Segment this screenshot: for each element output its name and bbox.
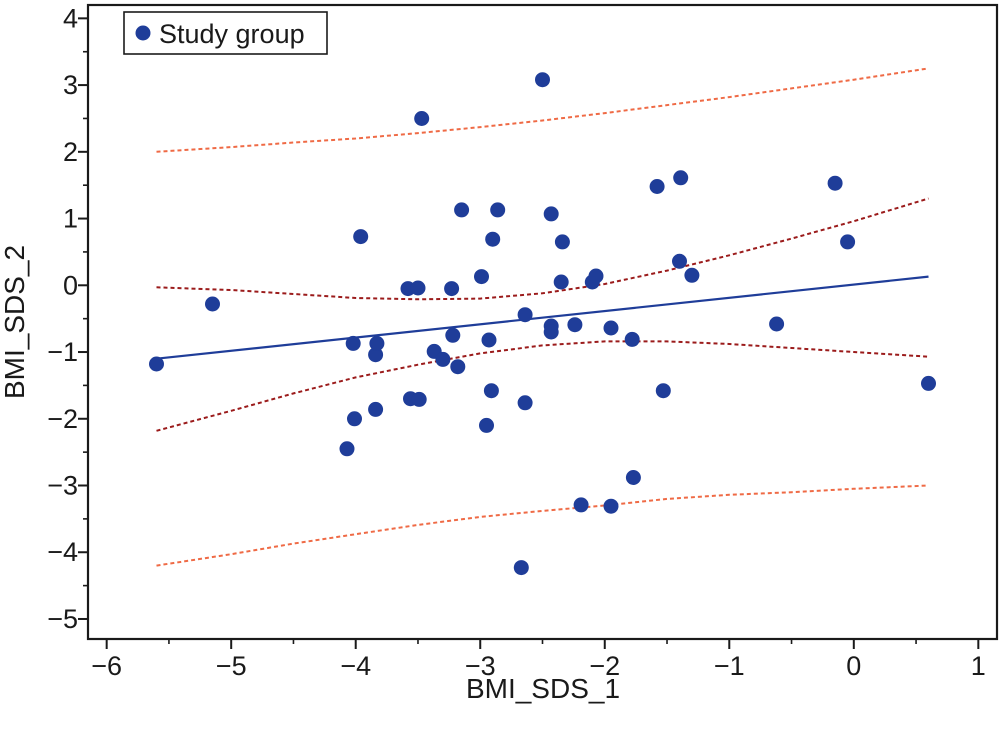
scatter-point xyxy=(588,268,604,284)
x-tick-label: −5 xyxy=(216,651,247,681)
regression-line xyxy=(156,275,929,360)
scatter-point xyxy=(672,253,687,269)
scatter-point xyxy=(435,351,451,367)
scatter-point xyxy=(369,335,385,351)
scatter-point xyxy=(827,175,843,191)
scatter-point xyxy=(513,560,529,576)
y-tick-label: 1 xyxy=(63,204,78,234)
scatter-point xyxy=(481,332,497,348)
legend-box xyxy=(123,11,328,55)
scatter-point xyxy=(624,331,640,347)
scatter-point xyxy=(353,229,369,245)
scatter-point xyxy=(603,320,619,336)
y-tick-label: 3 xyxy=(63,70,78,100)
y-tick-label: −1 xyxy=(47,337,78,367)
scatter-point xyxy=(543,324,559,340)
scatter-point xyxy=(485,231,501,247)
y-tick-label: −5 xyxy=(47,604,78,634)
y-tick-label: 2 xyxy=(63,137,78,167)
scatter-point xyxy=(454,202,470,218)
scatter-point xyxy=(149,356,164,372)
scatter-point xyxy=(483,383,499,399)
regression-line-group xyxy=(156,275,929,360)
scatter-point xyxy=(368,401,384,417)
scatter-point xyxy=(673,170,689,186)
scatter-point xyxy=(921,375,936,391)
y-tick-label: 4 xyxy=(63,3,78,33)
scatter-point xyxy=(339,441,355,457)
x-tick-label: 1 xyxy=(971,651,986,681)
scatter-point xyxy=(840,234,856,250)
scatter-point xyxy=(490,202,506,218)
prediction-band-upper xyxy=(156,67,929,153)
x-tick-label: −4 xyxy=(340,651,371,681)
confidence-band-lower xyxy=(156,340,929,432)
scatter-point xyxy=(603,498,619,514)
scatter-point xyxy=(450,359,466,375)
legend: Study group xyxy=(123,11,328,55)
scatter-point xyxy=(517,395,533,411)
scatter-point xyxy=(345,335,361,351)
scatter-point xyxy=(410,280,426,296)
y-tick-label: −4 xyxy=(47,537,78,567)
data-points xyxy=(149,72,936,576)
x-axis-ticks: −6 −5 −4 −3 −2 −1 0 1 xyxy=(91,639,986,681)
y-tick-label: −3 xyxy=(47,471,78,501)
scatter-point xyxy=(769,316,785,332)
x-tick-label: −1 xyxy=(714,651,745,681)
scatter-point xyxy=(535,72,550,88)
interval-bands xyxy=(156,67,929,567)
scatter-point xyxy=(474,269,489,285)
scatter-point xyxy=(554,234,570,250)
y-tick-label: −2 xyxy=(47,404,78,434)
scatter-point xyxy=(479,417,494,433)
scatter-point xyxy=(684,267,700,283)
scatter-point xyxy=(411,391,427,407)
scatter-point xyxy=(649,179,665,194)
y-axis-ticks: −5 −4 −3 −2 −1 0 1 2 3 4 xyxy=(47,3,88,634)
x-axis-label: BMI_SDS_1 xyxy=(466,673,620,704)
legend-label-study-group: Study group xyxy=(159,19,305,49)
x-tick-label: 0 xyxy=(846,651,861,681)
scatter-point xyxy=(347,411,362,427)
scatter-point xyxy=(543,206,559,222)
scatter-point xyxy=(517,307,533,323)
plot-frame xyxy=(86,3,999,641)
x-tick-label: −3 xyxy=(465,651,496,681)
y-tick-label: 0 xyxy=(63,270,78,300)
y-axis-label: BMI_SDS_2 xyxy=(0,245,30,399)
scatter-point xyxy=(414,111,430,126)
scatter-point xyxy=(205,296,220,312)
scatter-point xyxy=(655,383,671,399)
prediction-band-lower xyxy=(156,484,929,567)
x-tick-label: −6 xyxy=(91,651,122,681)
scatter-point xyxy=(444,281,460,297)
legend-marker xyxy=(135,25,151,41)
confidence-band-upper xyxy=(156,197,929,301)
scatter-point xyxy=(573,497,589,513)
scatter-point xyxy=(445,327,461,343)
scatter-point xyxy=(625,470,641,485)
scatter-point xyxy=(567,317,583,333)
scatter-point xyxy=(368,347,384,363)
scatter-point xyxy=(553,274,569,290)
x-tick-label: −2 xyxy=(589,651,620,681)
